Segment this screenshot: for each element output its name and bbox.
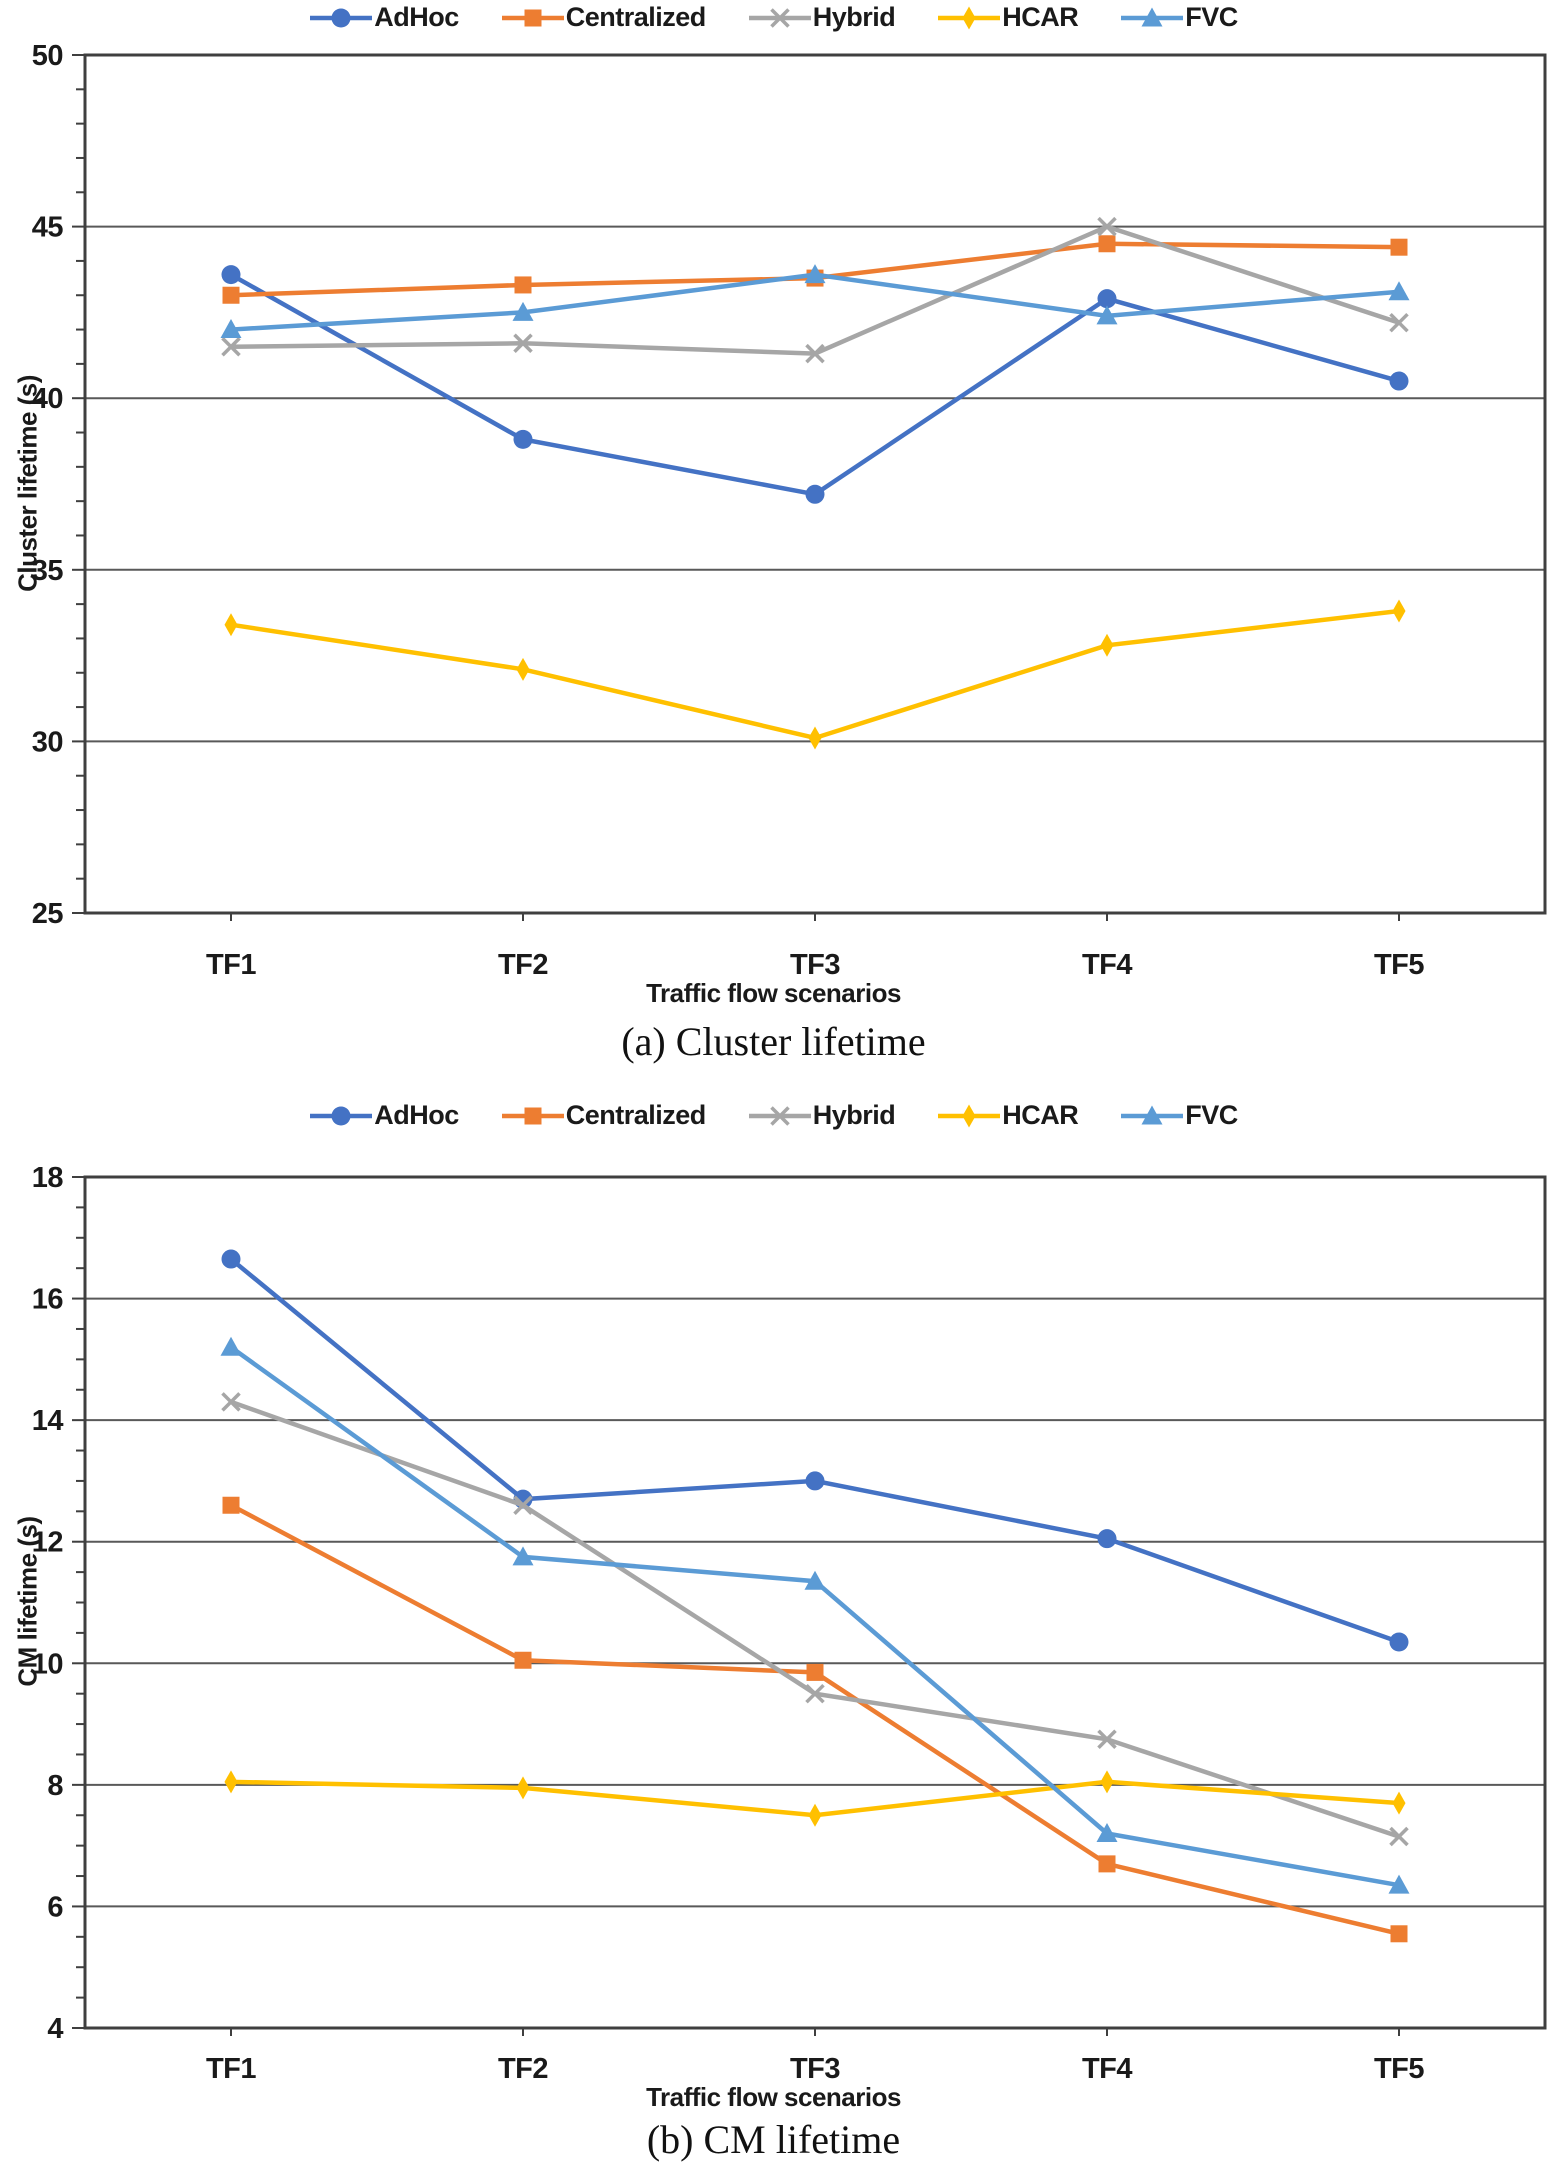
y-tick-label: 35 <box>32 555 64 587</box>
legend-item-hcar: HCAR <box>937 1100 1079 1131</box>
chart-b-x-axis-title: Traffic flow scenarios <box>646 2082 901 2112</box>
legend-item-adhoc: AdHoc <box>309 2 459 33</box>
legend-label: FVC <box>1185 2 1238 32</box>
y-tick-label: 50 <box>32 42 63 72</box>
chart-b-legend: AdHoc Centralized Hybrid HCAR FVC <box>0 1100 1547 1131</box>
legend-label: AdHoc <box>374 2 459 32</box>
legend-marker-adhoc-icon <box>310 8 373 27</box>
chart-a-legend: AdHoc Centralized Hybrid HCAR FVC <box>0 2 1547 33</box>
legend-label: AdHoc <box>374 1100 459 1130</box>
legend-label: Hybrid <box>812 2 896 32</box>
legend-item-fvc: FVC <box>1120 2 1238 33</box>
y-tick-label: 25 <box>32 898 64 930</box>
legend-item-hybrid: Hybrid <box>748 2 896 33</box>
y-tick-label: 12 <box>32 1527 63 1559</box>
chart-b-plot-area: 4 6 8 10 12 14 16 18 TF1 TF2 TF3 TF4 TF5 <box>32 1165 1547 2085</box>
x-tick-label: TF4 <box>1082 2053 1132 2085</box>
series-line-hybrid <box>230 1399 1400 1839</box>
y-tick-label: 40 <box>32 383 63 415</box>
x-tick-label: TF2 <box>498 949 548 981</box>
y-tick-label: 8 <box>47 1770 63 1802</box>
legend-marker-fvc-icon <box>1121 1105 1184 1124</box>
y-tick-label: 18 <box>32 1165 64 1194</box>
legend-label: FVC <box>1185 1100 1238 1130</box>
legend-marker-centralized-icon <box>501 9 564 26</box>
legend-item-centralized: Centralized <box>501 2 706 33</box>
legend-item-centralized: Centralized <box>501 1100 706 1131</box>
y-tick-label: 45 <box>32 212 64 244</box>
x-tick-label: TF1 <box>206 2053 256 2085</box>
legend-item-fvc: FVC <box>1120 1100 1238 1131</box>
x-tick-label: TF1 <box>206 949 256 981</box>
legend-label: Hybrid <box>812 1100 896 1130</box>
legend-label: Centralized <box>565 1100 707 1130</box>
x-tick-label: TF3 <box>790 949 840 981</box>
chart-b-caption: (b) CM lifetime <box>646 2117 901 2162</box>
legend-marker-adhoc-icon <box>310 1106 373 1125</box>
legend-item-adhoc: AdHoc <box>309 1100 459 1131</box>
x-tick-label: TF4 <box>1082 949 1132 981</box>
legend-marker-hybrid-icon <box>748 1105 811 1126</box>
x-tick-label: TF5 <box>1374 2053 1424 2085</box>
legend-marker-fvc-icon <box>1121 7 1184 26</box>
legend-label: Centralized <box>565 2 707 32</box>
legend-label: HCAR <box>1002 2 1079 32</box>
x-tick-label: TF5 <box>1374 949 1424 981</box>
legend-marker-hcar-icon <box>938 1104 1001 1127</box>
y-tick-label: 16 <box>32 1284 64 1316</box>
y-tick-label: 30 <box>32 726 63 758</box>
legend-item-hcar: HCAR <box>937 2 1079 33</box>
legend-item-hybrid: Hybrid <box>748 1100 896 1131</box>
y-tick-label: 6 <box>47 1891 63 1923</box>
x-tick-label: TF3 <box>790 2053 840 2085</box>
y-tick-label: 14 <box>32 1405 64 1437</box>
series-line-centralized <box>229 1503 1400 1936</box>
legend-marker-hybrid-icon <box>748 7 811 28</box>
legend-marker-hcar-icon <box>938 6 1001 29</box>
y-tick-label: 10 <box>32 1648 63 1680</box>
x-tick-label: TF2 <box>498 2053 548 2085</box>
y-tick-label: 4 <box>47 2013 63 2045</box>
chart-a-plot-area: 25 30 35 40 45 50 TF1 TF2 TF3 TF4 TF5 <box>32 42 1547 981</box>
chart-a-caption: (a) Cluster lifetime <box>621 1019 926 1064</box>
legend-marker-centralized-icon <box>501 1107 564 1124</box>
legend-label: HCAR <box>1002 1100 1079 1130</box>
chart-a-x-axis-title: Traffic flow scenarios <box>646 978 901 1008</box>
series-line-hcar <box>230 608 1400 741</box>
